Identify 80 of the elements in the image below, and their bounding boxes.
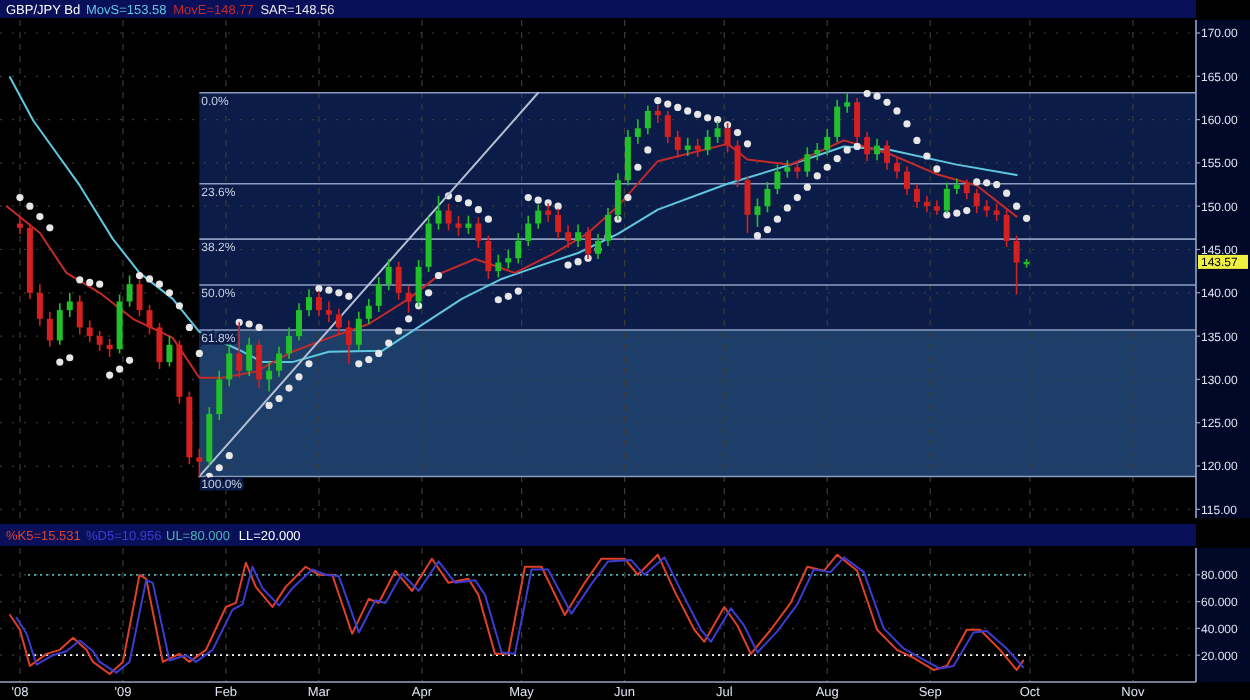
candlestick — [355, 311, 362, 351]
candlestick — [296, 302, 302, 342]
candlestick — [325, 300, 332, 324]
candlestick — [206, 406, 213, 467]
candlestick — [545, 202, 552, 223]
candlestick — [874, 137, 881, 162]
candlestick — [624, 129, 631, 187]
candlestick — [465, 214, 472, 235]
candlestick — [475, 216, 482, 249]
candlestick — [1013, 234, 1020, 296]
candlestick — [824, 128, 831, 156]
candlestick — [56, 302, 63, 346]
candlestick — [913, 182, 920, 209]
candlestick — [495, 253, 502, 279]
candlestick — [196, 447, 203, 478]
candlestick — [515, 232, 522, 265]
candlestick — [834, 98, 841, 143]
candlestick — [485, 234, 492, 280]
candlestick — [216, 369, 223, 421]
candlestick — [684, 136, 691, 157]
candlestick — [76, 294, 83, 336]
candlestick — [734, 139, 741, 188]
candlestick — [903, 165, 910, 196]
candlestick — [1003, 208, 1010, 248]
candlestick — [455, 214, 462, 237]
candlestick — [66, 292, 73, 318]
candlestick — [894, 156, 900, 180]
candlestick — [963, 178, 970, 201]
candlestick — [565, 224, 572, 249]
candlestick — [754, 197, 761, 228]
candlestick — [953, 177, 960, 195]
candlestick — [535, 203, 542, 230]
candlestick — [286, 326, 293, 360]
candlestick — [844, 92, 851, 114]
candlestick — [505, 248, 512, 270]
candlestick — [106, 337, 113, 358]
candlestick — [983, 199, 990, 218]
candlestick — [36, 283, 43, 327]
candlestick — [305, 288, 312, 317]
candlestick — [405, 285, 412, 314]
candlestick — [814, 142, 821, 162]
candlestick — [884, 139, 891, 171]
candlestick — [246, 337, 253, 377]
candlestick — [46, 311, 53, 348]
candlestick — [375, 276, 382, 313]
candlestick — [395, 260, 402, 301]
candlestick — [345, 319, 352, 365]
candlestick — [365, 298, 372, 325]
candlestick — [236, 321, 243, 379]
candlestick — [385, 258, 392, 292]
candlestick — [256, 339, 263, 389]
candlestick — [276, 345, 283, 378]
candlestick — [156, 322, 163, 370]
candlestick — [694, 137, 701, 158]
candlestick — [266, 361, 273, 393]
candlestick — [425, 215, 432, 273]
candlestick — [973, 188, 980, 214]
candlestick — [634, 118, 641, 145]
candlestick — [335, 307, 342, 336]
candlestick — [86, 319, 93, 343]
candlestick — [864, 130, 871, 162]
candlestick — [664, 110, 671, 144]
candlestick — [525, 214, 532, 247]
candlestick — [654, 104, 661, 124]
candlestick — [166, 335, 173, 368]
candlestick — [764, 181, 771, 214]
candlestick — [16, 216, 23, 235]
candlestick — [714, 120, 721, 144]
candlestick — [226, 342, 233, 388]
candlestick — [774, 163, 781, 195]
candlestick — [435, 195, 442, 231]
candlestick — [116, 293, 123, 355]
candlestick — [96, 330, 103, 352]
candlestick — [126, 274, 133, 308]
candlestick — [704, 129, 711, 156]
candlestick — [575, 223, 582, 248]
candlestick — [674, 130, 681, 159]
candlestick — [804, 146, 811, 178]
candlestick — [644, 104, 651, 136]
candlestick — [923, 195, 930, 214]
